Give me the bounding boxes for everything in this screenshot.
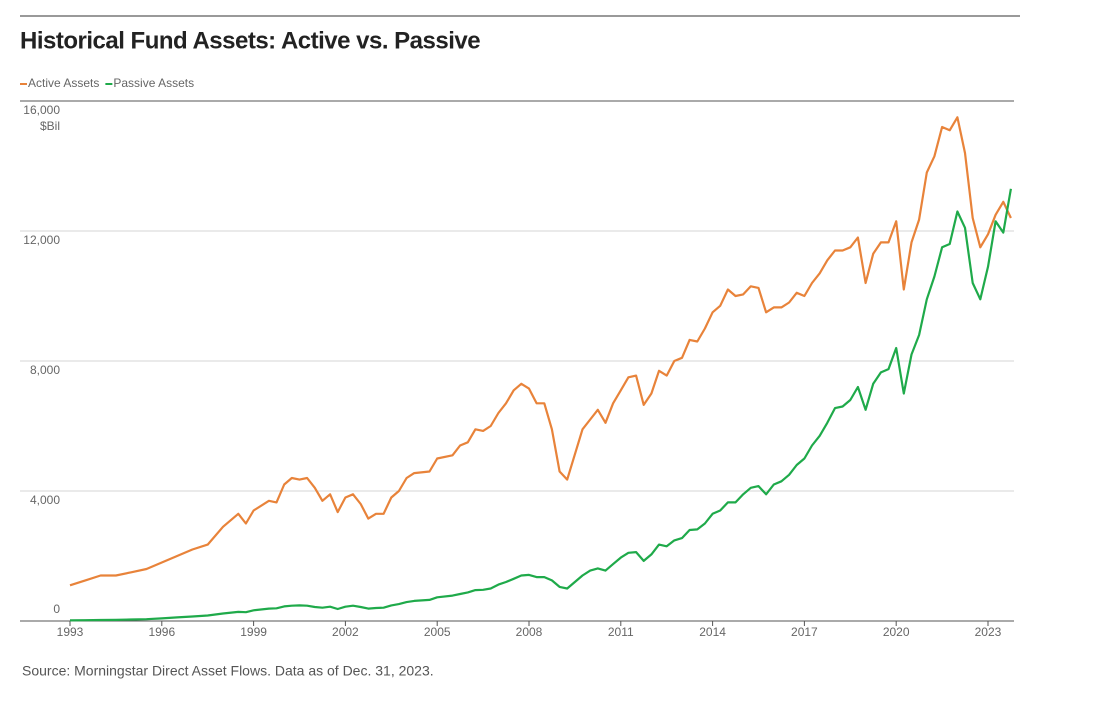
series-line xyxy=(69,116,1012,587)
x-tick-label: 2017 xyxy=(791,625,818,639)
x-tick-label: 2011 xyxy=(608,625,634,639)
legend-label: Passive Assets xyxy=(113,76,194,90)
x-tick-label: 2014 xyxy=(699,625,726,639)
y-unit: $Bil xyxy=(40,119,60,133)
source: Source: Morningstar Direct Asset Flows. … xyxy=(22,663,434,679)
x-tick-label: 1993 xyxy=(57,625,84,639)
y-tick-label: 16,000 xyxy=(23,103,60,117)
y-tick-label: 4,000 xyxy=(30,493,60,507)
x-tick-label: 2005 xyxy=(424,625,451,639)
y-tick-label: 12,000 xyxy=(23,233,60,247)
series-line xyxy=(69,188,1012,622)
x-tick-label: 2002 xyxy=(332,625,359,639)
legend-label: Active Assets xyxy=(28,76,99,90)
x-tick-label: 1999 xyxy=(240,625,267,639)
y-tick-label: 0 xyxy=(53,602,60,616)
chart-title: Historical Fund Assets: Active vs. Passi… xyxy=(20,27,480,54)
x-tick-label: 2023 xyxy=(975,625,1002,639)
x-tick-label: 2008 xyxy=(516,625,543,639)
y-tick-label: 8,000 xyxy=(30,363,60,377)
x-tick-label: 1996 xyxy=(148,625,175,639)
x-tick-label: 2020 xyxy=(883,625,910,639)
